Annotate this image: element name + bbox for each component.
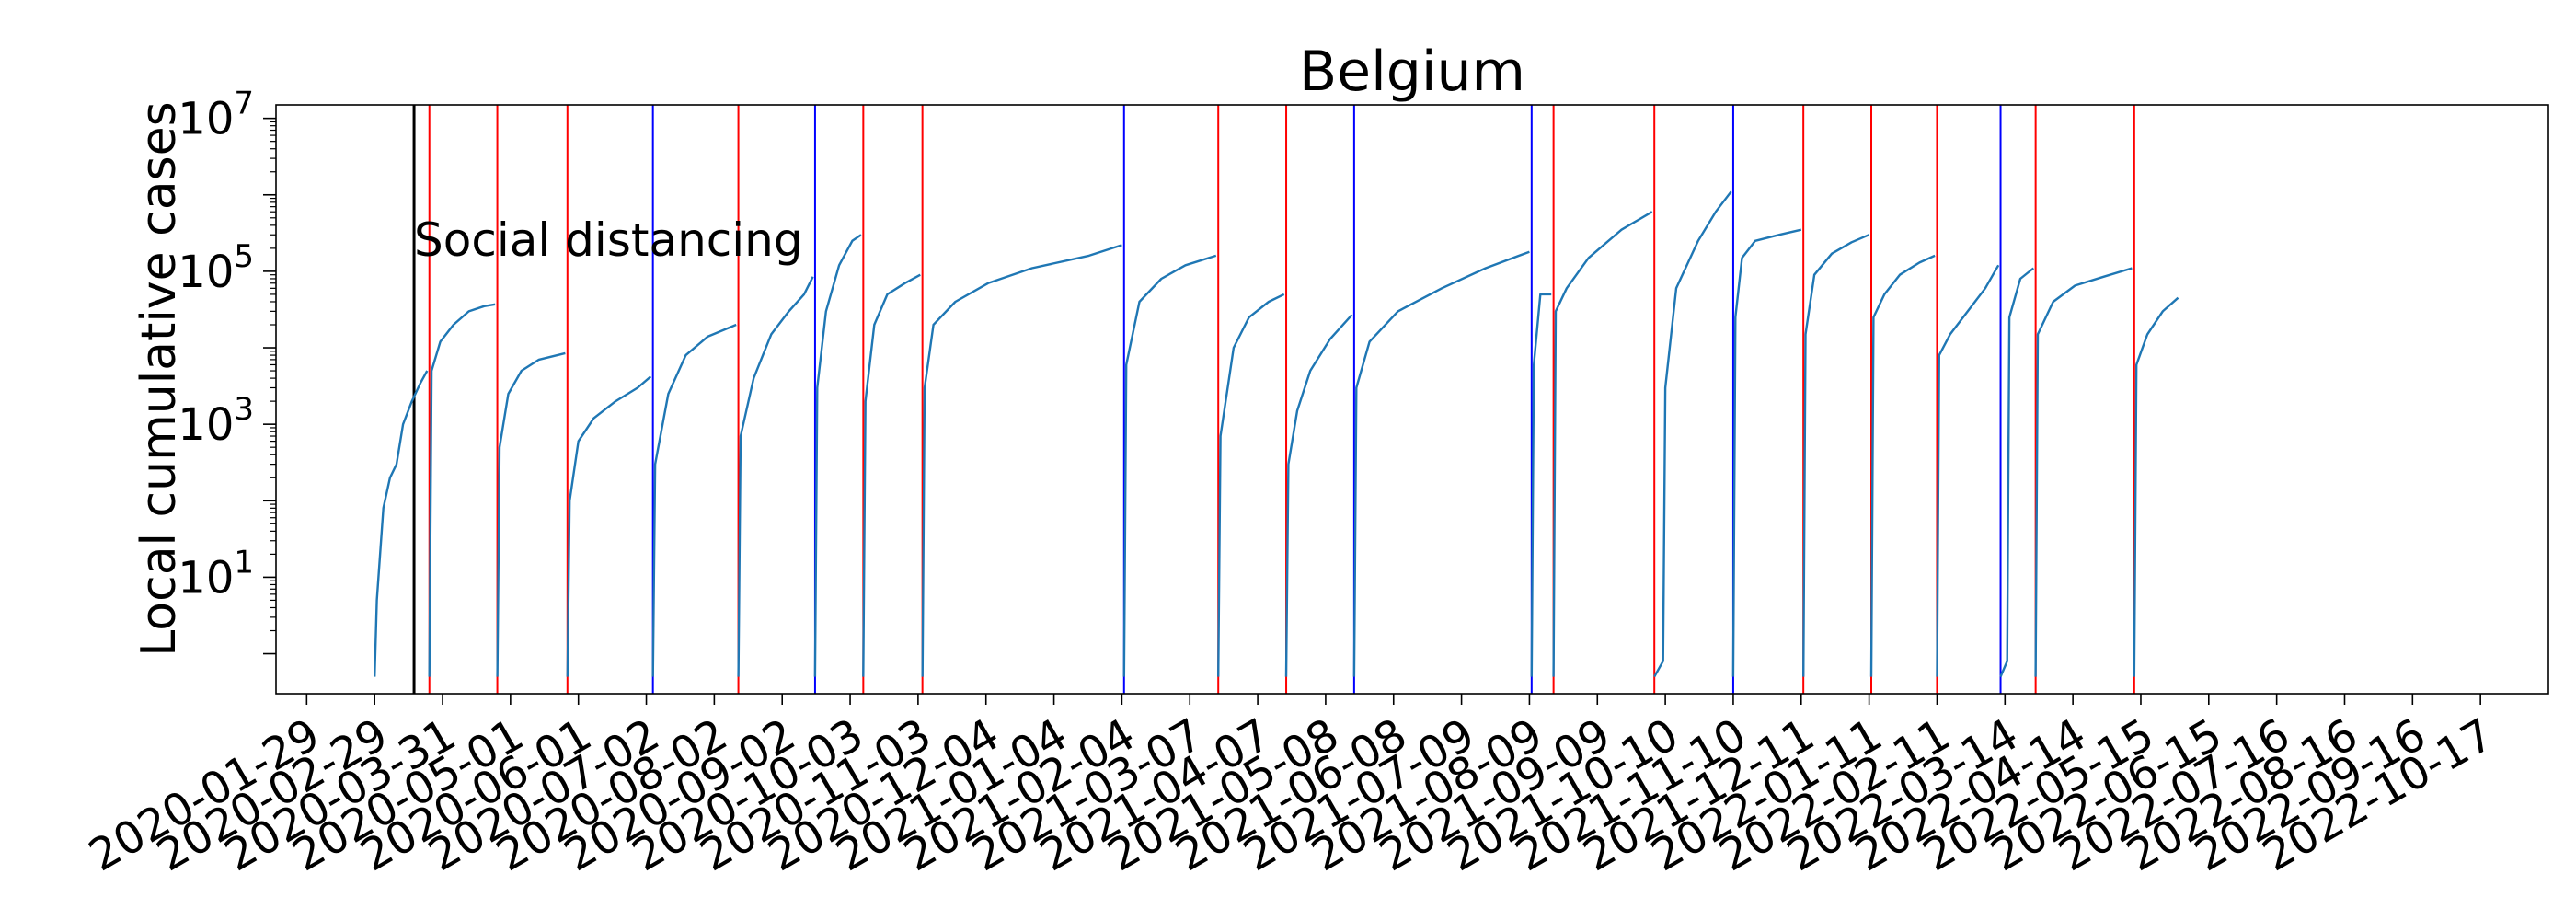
y-tick-label: 105 bbox=[178, 238, 254, 298]
y-axis-ticks: 101 103 105 107 bbox=[178, 86, 276, 655]
series-segment bbox=[1731, 228, 1802, 677]
series-segment bbox=[374, 370, 429, 677]
series-segment bbox=[1936, 264, 2000, 677]
series-segment bbox=[921, 244, 1122, 677]
series-segment bbox=[862, 273, 921, 677]
series-segment bbox=[1217, 293, 1285, 677]
series-segment bbox=[1869, 254, 1936, 677]
series-segment bbox=[1284, 314, 1353, 677]
series-segment bbox=[651, 323, 737, 677]
series-segment bbox=[496, 351, 566, 677]
series-segment bbox=[428, 303, 496, 677]
y-tick-label: 103 bbox=[178, 391, 254, 451]
x-axis-ticks: 2020-01-292020-02-292020-03-312020-05-01… bbox=[80, 694, 2502, 881]
y-axis-label: Local cumulative cases bbox=[132, 101, 187, 657]
series-segment bbox=[1352, 250, 1530, 677]
series-segment bbox=[2034, 267, 2133, 677]
series-line-group bbox=[374, 190, 2179, 678]
series-segment bbox=[1999, 267, 2035, 678]
chart-title: Belgium bbox=[1299, 40, 1525, 104]
series-segment bbox=[737, 276, 814, 677]
series-segment bbox=[813, 234, 862, 677]
series-segment bbox=[2133, 296, 2179, 677]
series-segment bbox=[1122, 254, 1217, 677]
series-segment bbox=[1552, 211, 1653, 677]
y-tick-label: 101 bbox=[178, 544, 254, 604]
series-segment bbox=[1530, 293, 1552, 677]
event-lines bbox=[428, 105, 2135, 694]
series-segment bbox=[1801, 234, 1870, 677]
series-segment bbox=[1653, 190, 1732, 678]
social-distancing-label: Social distancing bbox=[414, 213, 803, 267]
series-segment bbox=[566, 375, 652, 677]
y-tick-label: 107 bbox=[178, 86, 254, 145]
annotation-group: Social distancing bbox=[412, 105, 803, 694]
plot-frame bbox=[275, 104, 2549, 695]
